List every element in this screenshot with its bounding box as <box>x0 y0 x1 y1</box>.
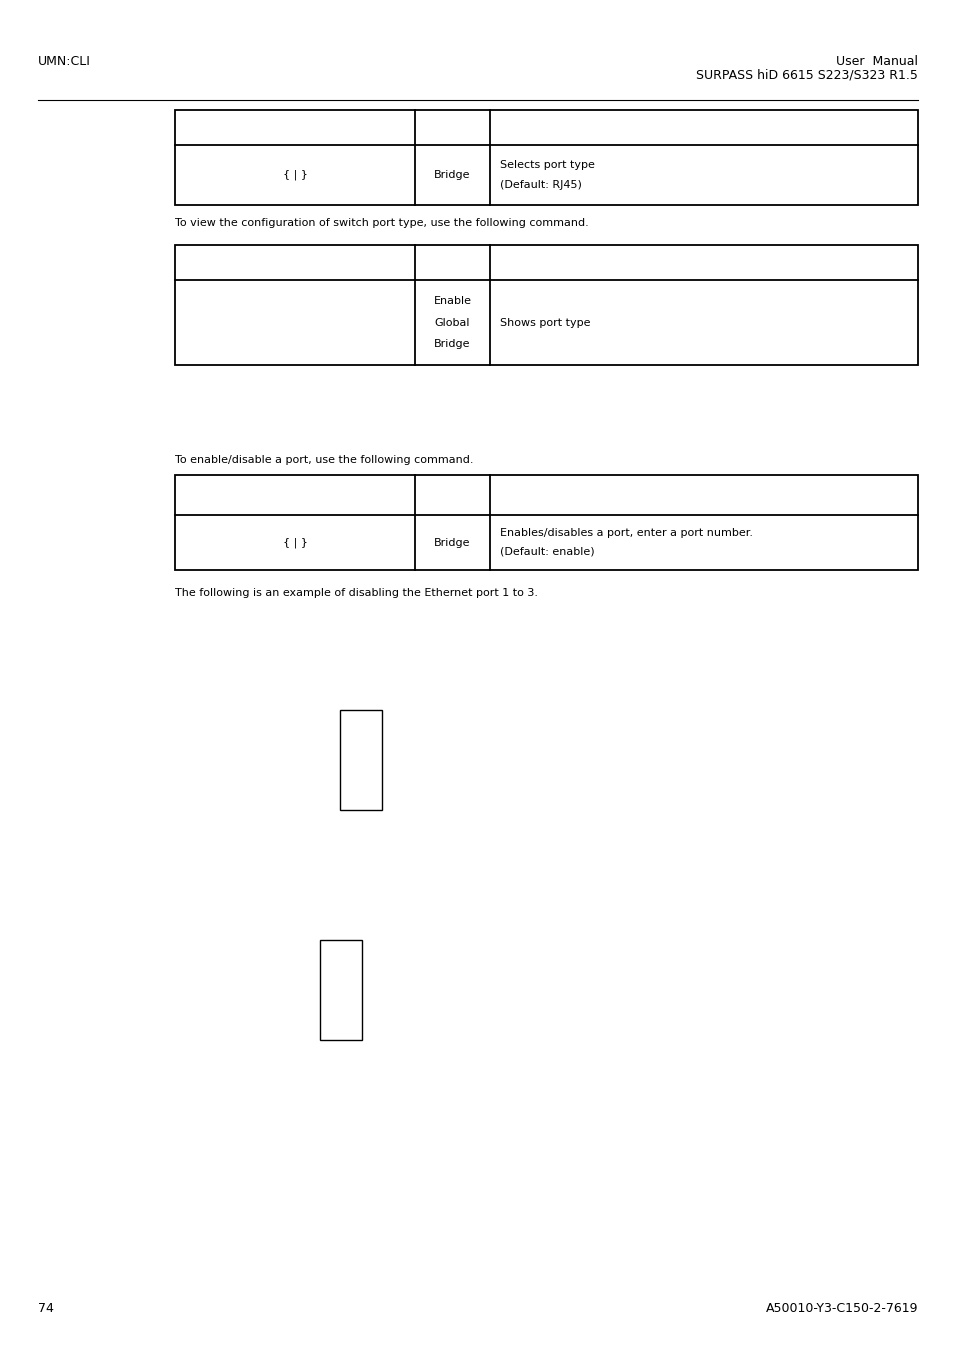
Text: 74: 74 <box>38 1301 53 1315</box>
Text: To enable/disable a port, use the following command.: To enable/disable a port, use the follow… <box>174 455 473 464</box>
Bar <box>174 109 917 205</box>
Bar <box>319 940 361 1040</box>
Text: To view the configuration of switch port type, use the following command.: To view the configuration of switch port… <box>174 217 588 228</box>
Text: Global: Global <box>435 317 470 328</box>
Bar <box>174 244 917 364</box>
Text: (Default: enable): (Default: enable) <box>499 547 594 556</box>
Bar <box>339 710 381 810</box>
Text: Bridge: Bridge <box>434 170 470 180</box>
Text: Enables/disables a port, enter a port number.: Enables/disables a port, enter a port nu… <box>499 528 752 539</box>
Text: UMN:CLI: UMN:CLI <box>38 55 91 68</box>
Text: Selects port type: Selects port type <box>499 161 595 170</box>
Text: User  Manual: User Manual <box>835 55 917 68</box>
Text: Bridge: Bridge <box>434 537 470 548</box>
Text: Bridge: Bridge <box>434 339 470 348</box>
Text: The following is an example of disabling the Ethernet port 1 to 3.: The following is an example of disabling… <box>174 589 537 598</box>
Bar <box>174 475 917 570</box>
Text: { | }: { | } <box>282 170 307 181</box>
Text: Enable: Enable <box>433 296 471 306</box>
Text: A50010-Y3-C150-2-7619: A50010-Y3-C150-2-7619 <box>764 1301 917 1315</box>
Text: Shows port type: Shows port type <box>499 317 590 328</box>
Text: (Default: RJ45): (Default: RJ45) <box>499 180 581 190</box>
Text: { | }: { | } <box>282 537 307 548</box>
Text: SURPASS hiD 6615 S223/S323 R1.5: SURPASS hiD 6615 S223/S323 R1.5 <box>696 69 917 82</box>
